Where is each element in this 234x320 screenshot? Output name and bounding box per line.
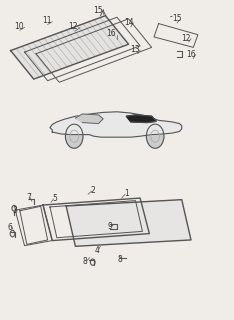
Text: 13: 13 bbox=[130, 45, 140, 54]
Text: 10: 10 bbox=[14, 22, 24, 31]
Polygon shape bbox=[11, 16, 128, 79]
Text: 16: 16 bbox=[106, 29, 115, 38]
Text: 3: 3 bbox=[12, 206, 17, 215]
Polygon shape bbox=[50, 112, 182, 137]
Text: 11: 11 bbox=[42, 16, 51, 25]
Circle shape bbox=[146, 124, 164, 148]
Polygon shape bbox=[75, 114, 103, 124]
Text: 6: 6 bbox=[8, 223, 13, 232]
Text: 5: 5 bbox=[52, 194, 57, 203]
Text: 7: 7 bbox=[26, 193, 31, 202]
Text: 15: 15 bbox=[94, 6, 103, 15]
Polygon shape bbox=[66, 200, 191, 246]
Text: 14: 14 bbox=[124, 18, 134, 27]
Text: 16: 16 bbox=[187, 50, 196, 59]
Text: 9: 9 bbox=[107, 222, 112, 231]
Text: 8: 8 bbox=[83, 257, 88, 266]
Text: 2: 2 bbox=[90, 186, 95, 195]
Text: 1: 1 bbox=[124, 189, 129, 198]
Circle shape bbox=[66, 124, 83, 148]
Text: 4: 4 bbox=[95, 246, 99, 255]
Text: 8: 8 bbox=[117, 255, 122, 264]
Text: 15: 15 bbox=[172, 14, 182, 23]
Polygon shape bbox=[126, 115, 156, 123]
Text: 12: 12 bbox=[182, 34, 191, 43]
Text: 12: 12 bbox=[68, 22, 78, 31]
